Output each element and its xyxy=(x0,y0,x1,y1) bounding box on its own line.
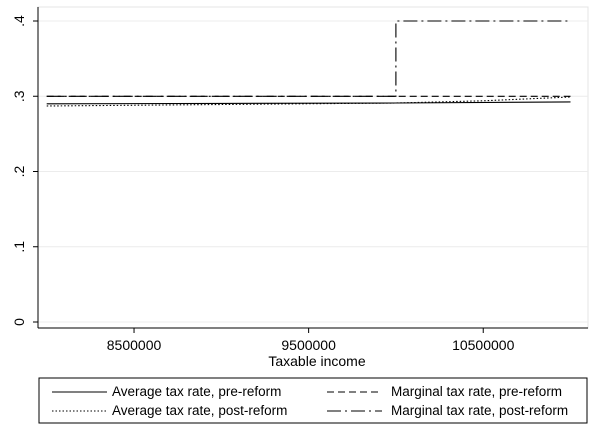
y-tick-label-3: .3 xyxy=(11,90,27,102)
legend-label-4: Marginal tax rate, post-reform xyxy=(391,403,568,418)
series-line-1 xyxy=(46,101,571,105)
plot-frame xyxy=(37,6,589,329)
legend-label-1: Average tax rate, pre-reform xyxy=(112,384,281,399)
y-tick-label-1: .1 xyxy=(11,241,27,253)
series-line-4 xyxy=(46,20,571,97)
y-tick-label-0: 0 xyxy=(11,318,27,326)
legend-box xyxy=(38,377,588,424)
x-tick-label-1: 9500000 xyxy=(281,337,336,353)
axes: 0 .1 .2 .3 .4 8500000 9500000 10500000 xyxy=(11,7,588,353)
y-tick-label-2: .2 xyxy=(11,165,27,177)
y-tick-label-4: .4 xyxy=(11,15,27,27)
legend: Average tax rate, pre-reform Marginal tax… xyxy=(38,377,588,424)
x-tick-label-0: 8500000 xyxy=(107,337,162,353)
legend-label-3: Average tax rate, post-reform xyxy=(112,403,287,418)
series-lines xyxy=(46,20,571,107)
x-axis-title: Taxable income xyxy=(268,353,365,369)
legend-label-2: Marginal tax rate, pre-reform xyxy=(391,384,562,399)
series-line-3 xyxy=(46,96,571,107)
x-tick-label-2: 10500000 xyxy=(452,337,515,353)
gridlines xyxy=(37,6,589,329)
